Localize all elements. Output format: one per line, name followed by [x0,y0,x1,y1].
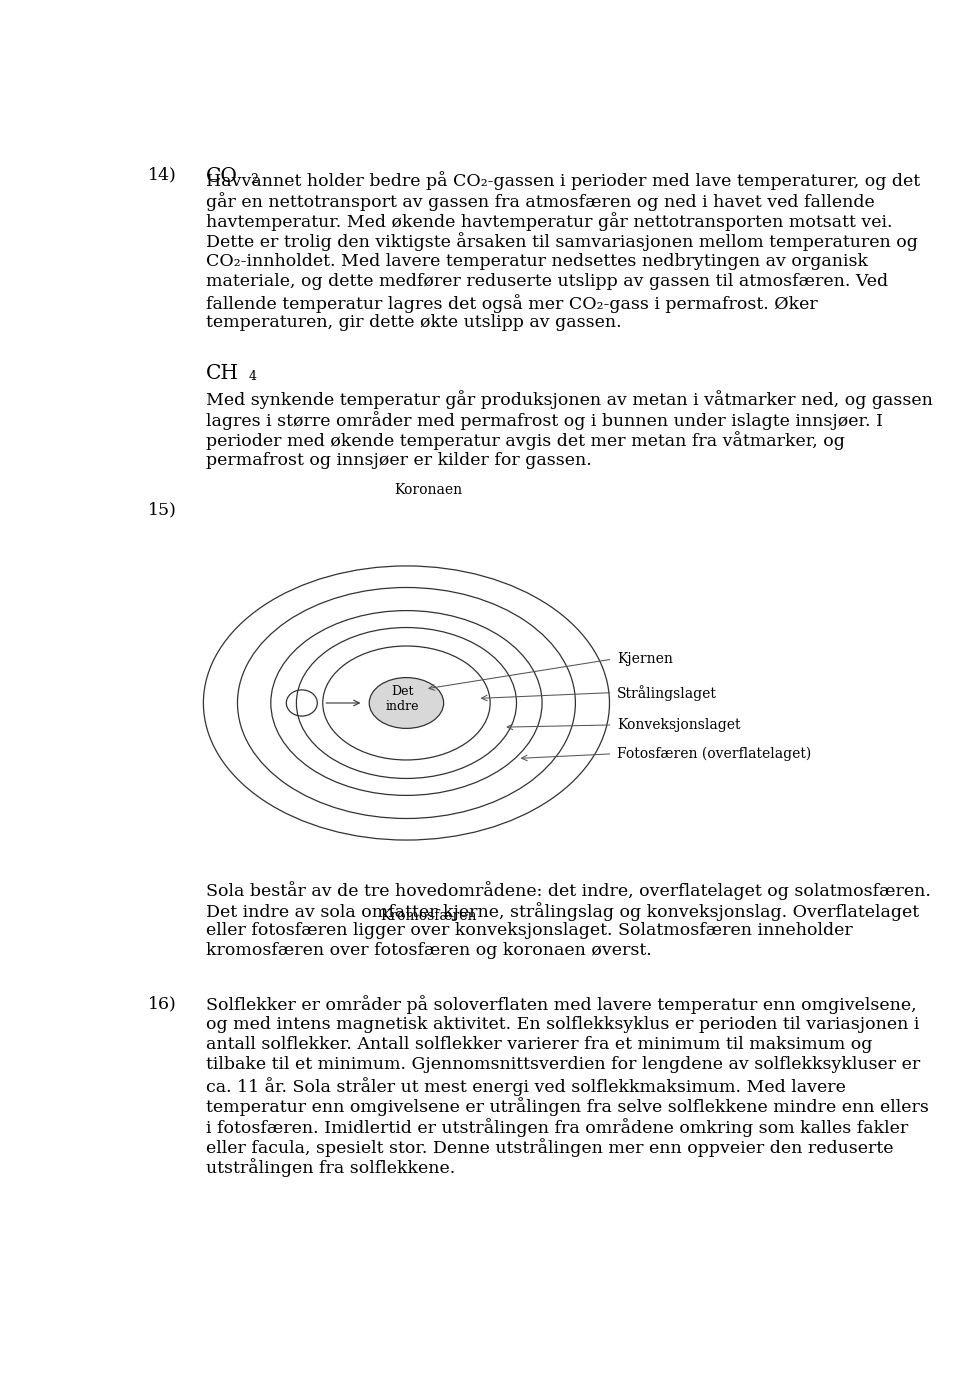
Text: utstrålingen fra solflekkene.: utstrålingen fra solflekkene. [205,1159,455,1178]
Text: Det indre av sola omfatter kjerne, strålingslag og konveksjonslag. Overflatelage: Det indre av sola omfatter kjerne, strål… [205,902,919,920]
Text: og med intens magnetisk aktivitet. En solflekksyklus er perioden til variasjonen: og med intens magnetisk aktivitet. En so… [205,1016,919,1032]
Text: Strålingslaget: Strålingslaget [617,685,717,700]
Ellipse shape [370,678,444,729]
Text: Sola består av de tre hovedområdene: det indre, overflatelaget og solatmosfæren.: Sola består av de tre hovedområdene: det… [205,881,930,901]
Text: 15): 15) [148,501,178,518]
Text: lagres i større områder med permafrost og i bunnen under islagte innsjøer. I: lagres i større områder med permafrost o… [205,411,882,430]
Text: går en nettotransport av gassen fra atmosfæren og ned i havet ved fallende: går en nettotransport av gassen fra atmo… [205,192,875,210]
Text: temperatur enn omgivelsene er utrålingen fra selve solflekkene mindre enn ellers: temperatur enn omgivelsene er utrålingen… [205,1097,928,1116]
Text: tilbake til et minimum. Gjennomsnittsverdien for lengdene av solflekksykluser er: tilbake til et minimum. Gjennomsnittsver… [205,1056,920,1074]
Text: 2: 2 [251,173,258,187]
Text: havtemperatur. Med økende havtemperatur går nettotransporten motsatt vei.: havtemperatur. Med økende havtemperatur … [205,211,892,231]
Text: eller facula, spesielt stor. Denne utstrålingen mer enn oppveier den reduserte: eller facula, spesielt stor. Denne utstr… [205,1138,893,1157]
Text: temperaturen, gir dette økte utslipp av gassen.: temperaturen, gir dette økte utslipp av … [205,314,621,331]
Text: Koronaen: Koronaen [395,483,463,497]
Text: permafrost og innsjøer er kilder for gassen.: permafrost og innsjøer er kilder for gas… [205,452,591,468]
Text: CO: CO [205,166,237,185]
Text: CH: CH [205,364,238,383]
Text: Konveksjonslaget: Konveksjonslaget [617,718,740,732]
Text: perioder med økende temperatur avgis det mer metan fra våtmarker, og: perioder med økende temperatur avgis det… [205,431,845,450]
Text: ca. 11 år. Sola stråler ut mest energi ved solflekkmaksimum. Med lavere: ca. 11 år. Sola stråler ut mest energi v… [205,1076,846,1096]
Text: i fotosfæren. Imidlertid er utstrålingen fra områdene omkring som kalles fakler: i fotosfæren. Imidlertid er utstrålingen… [205,1118,908,1137]
Text: Kromosfæren: Kromosfæren [380,909,477,923]
Text: Solflekker er områder på soloverflaten med lavere temperatur enn omgivelsene,: Solflekker er områder på soloverflaten m… [205,995,916,1015]
Text: Kjernen: Kjernen [617,652,673,666]
Text: Fotosfæren (overflatelaget): Fotosfæren (overflatelaget) [617,747,811,761]
Text: 14): 14) [148,166,177,184]
Text: kromosfæren over fotosfæren og koronaen øverst.: kromosfæren over fotosfæren og koronaen … [205,942,651,960]
Text: 16): 16) [148,995,177,1012]
Text: eller fotosfæren ligger over konveksjonslaget. Solatmosfæren inneholder: eller fotosfæren ligger over konveksjons… [205,923,852,939]
Text: fallende temperatur lagres det også mer CO₂-gass i permafrost. Øker: fallende temperatur lagres det også mer … [205,294,817,313]
Text: Dette er trolig den viktigste årsaken til samvariasjonen mellom temperaturen og: Dette er trolig den viktigste årsaken ti… [205,232,918,251]
Text: CO₂-innholdet. Med lavere temperatur nedsettes nedbrytingen av organisk: CO₂-innholdet. Med lavere temperatur ned… [205,253,868,270]
Text: Havvannet holder bedre på CO₂-gassen i perioder med lave temperaturer, og det: Havvannet holder bedre på CO₂-gassen i p… [205,172,920,191]
Text: Med synkende temperatur går produksjonen av metan i våtmarker ned, og gassen: Med synkende temperatur går produksjonen… [205,390,932,409]
Text: materiale, og dette medfører reduserte utslipp av gassen til atmosfæren. Ved: materiale, og dette medfører reduserte u… [205,273,888,290]
Text: Det
indre: Det indre [386,685,420,713]
Text: 4: 4 [249,371,256,383]
Text: antall solflekker. Antall solflekker varierer fra et minimum til maksimum og: antall solflekker. Antall solflekker var… [205,1037,872,1053]
